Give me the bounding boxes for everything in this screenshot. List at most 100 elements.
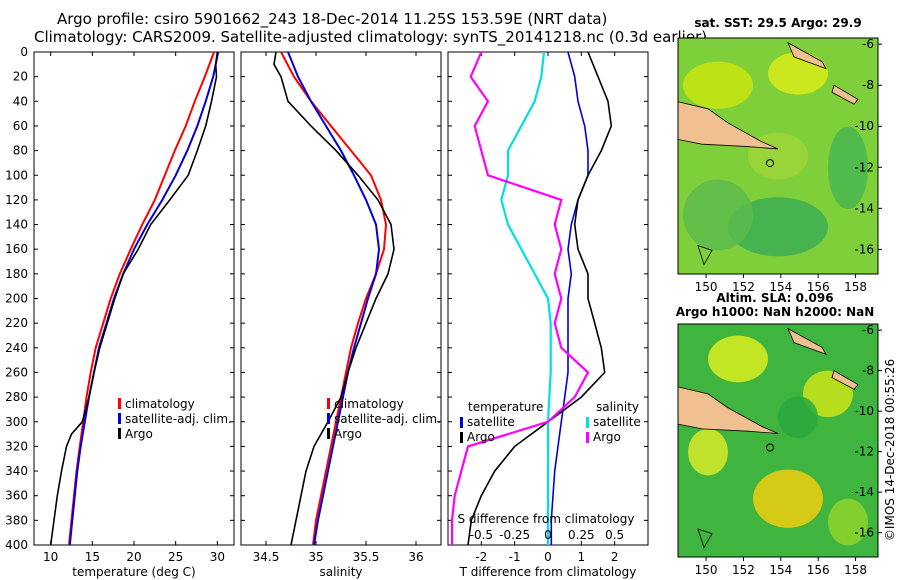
map-field-blob <box>683 179 753 251</box>
map-lat-label: -6 <box>862 37 874 51</box>
imos-credit: ©IMOS 14-Dec-2018 00:55:26 <box>883 359 897 541</box>
depth-tick-label: 200 <box>5 292 28 306</box>
map-lon-label: 150 <box>695 280 718 294</box>
map-land-island <box>831 84 859 105</box>
depth-tick-label: 40 <box>13 94 28 108</box>
legend-temp-title: temperature <box>468 400 543 414</box>
plot-title-line1: Argo profile: csiro 5901662_243 18-Dec-2… <box>57 10 608 28</box>
depth-tick-label: 300 <box>5 415 28 429</box>
xlabel-differences: T difference from climatology <box>459 565 637 579</box>
legend-sal-argo: Argo <box>593 430 621 444</box>
panel-frame-temperature <box>33 51 235 546</box>
map-reef-outline <box>697 245 713 266</box>
xtick-label-differences: -2 <box>475 550 487 564</box>
legend-swatch-temp-argo <box>460 432 463 443</box>
map-lat-label: -12 <box>854 160 874 174</box>
xtick-label-differences: -1 <box>509 550 521 564</box>
legend-label-salinity: climatology <box>334 397 404 411</box>
legend-swatch-temperature <box>118 413 121 424</box>
xlabel-temperature: temperature (deg C) <box>72 565 195 579</box>
legend-label-temperature: Argo <box>125 427 153 441</box>
xlabel-salinity: salinity <box>319 565 362 579</box>
depth-tick-label: 320 <box>5 439 28 453</box>
legend-temp-satellite: satellite <box>467 415 515 429</box>
depth-tick-label: 140 <box>5 218 28 232</box>
xtick-label-salinity: 35 <box>308 550 323 564</box>
s-tick-label: -0.25 <box>499 528 530 542</box>
map-lon-label: 152 <box>732 280 755 294</box>
legend-sal-title: salinity <box>596 400 639 414</box>
depth-tick-label: 20 <box>13 70 28 84</box>
xtick-label-differences: 2 <box>611 550 619 564</box>
map-lat-label: -14 <box>854 485 874 499</box>
xtick-label-temperature: 10 <box>43 550 58 564</box>
map-lon-label: 150 <box>695 563 718 577</box>
legend-label-temperature: climatology <box>125 397 195 411</box>
legend-swatch-salinity <box>327 413 330 424</box>
map-sla-title: Altim. SLA: 0.096 <box>716 291 833 305</box>
depth-tick-label: 360 <box>5 489 28 503</box>
map-sla-subtitle: Argo h1000: NaN h2000: NaN <box>676 305 875 319</box>
map-field-blob <box>708 335 768 383</box>
s-tick-label: -0.5 <box>470 528 493 542</box>
depth-tick-label: 80 <box>13 144 28 158</box>
s-tick-label: 0.25 <box>568 528 595 542</box>
depth-tick-label: 120 <box>5 193 28 207</box>
map-frame-sla <box>677 323 879 558</box>
depth-tick-label: 400 <box>5 538 28 552</box>
xtick-label-differences: 0 <box>544 550 552 564</box>
legend-swatch-temp-satellite <box>460 417 463 428</box>
xtick-label-salinity: 36 <box>408 550 423 564</box>
depth-tick-label: 0 <box>20 45 28 59</box>
map-land-island <box>831 369 859 390</box>
map-lat-label: -12 <box>854 445 874 459</box>
map-field-blob <box>728 197 828 257</box>
map-lon-label: 156 <box>807 563 830 577</box>
map-land-island <box>787 327 827 356</box>
map-sla <box>677 323 882 561</box>
xtick-label-salinity: 35.5 <box>353 550 380 564</box>
map-lat-label: -16 <box>854 526 874 540</box>
map-land-papua <box>677 101 779 150</box>
legend-swatch-salinity <box>327 428 330 439</box>
map-lat-label: -14 <box>854 201 874 215</box>
xtick-label-temperature: 20 <box>126 550 141 564</box>
s-tick-label: 0 <box>544 528 552 542</box>
xtick-label-temperature: 25 <box>168 550 183 564</box>
series-temperature-argo <box>49 51 219 546</box>
map-field-blob <box>683 61 753 109</box>
legend-label-temperature: satellite-adj. clim. <box>125 412 232 426</box>
map-lon-label: 154 <box>769 563 792 577</box>
map-lon-label: 158 <box>844 280 867 294</box>
map-field-blob <box>778 396 818 439</box>
map-field-blob <box>753 469 823 528</box>
depth-tick-label: 260 <box>5 365 28 379</box>
legend-temp-argo: Argo <box>467 430 495 444</box>
depth-tick-label: 280 <box>5 390 28 404</box>
depth-tick-label: 100 <box>5 168 28 182</box>
map-lon-label: 152 <box>732 563 755 577</box>
argo-location-marker <box>766 443 774 452</box>
depth-tick-label: 380 <box>5 513 28 527</box>
legend-swatch-sal-argo <box>586 432 589 443</box>
map-field-blob <box>828 126 868 210</box>
series-diff-t-argo <box>467 51 613 546</box>
xtick-label-temperature: 15 <box>85 550 100 564</box>
depth-tick-label: 60 <box>13 119 28 133</box>
depth-tick-label: 240 <box>5 341 28 355</box>
depth-tick-label: 340 <box>5 464 28 478</box>
map-land-papua <box>677 386 779 434</box>
series-diff-s-satellite <box>500 51 552 545</box>
map-lon-label: 156 <box>807 280 830 294</box>
xtick-label-differences: 1 <box>578 550 586 564</box>
map-field-blob <box>688 428 728 476</box>
map-lon-label: 158 <box>844 563 867 577</box>
s-tick-label: 0.5 <box>605 528 624 542</box>
series-salinity-satelliteadjclim <box>287 51 381 546</box>
xtick-label-salinity: 34.5 <box>253 550 280 564</box>
legend-label-salinity: Argo <box>334 427 362 441</box>
series-diff-t-satellite <box>550 51 589 545</box>
map-lat-label: -10 <box>854 404 874 418</box>
depth-tick-label: 220 <box>5 316 28 330</box>
